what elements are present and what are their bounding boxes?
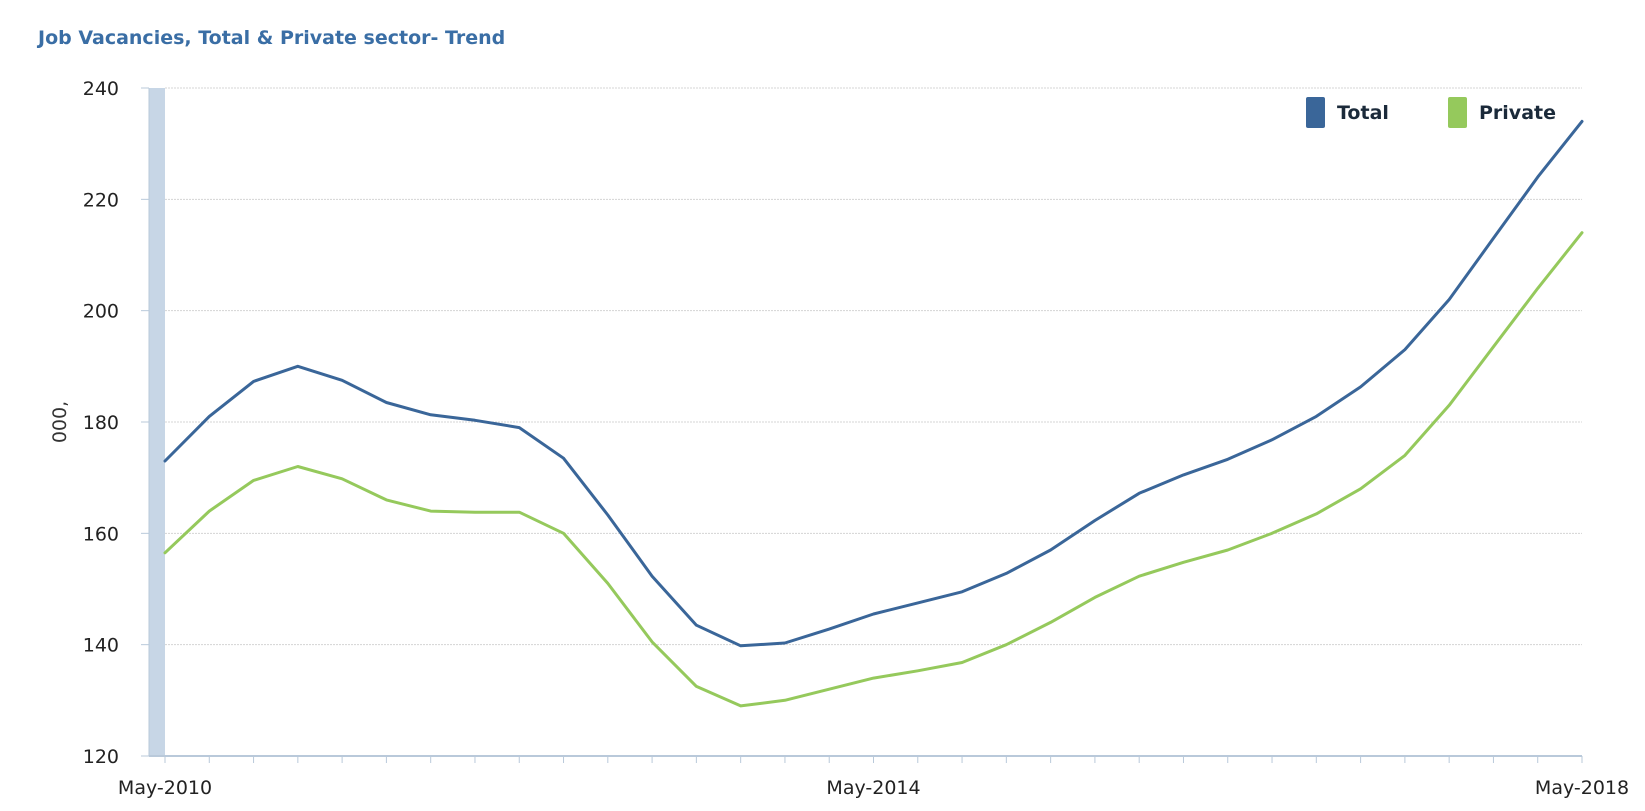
x-tick-label: May-2018: [1535, 777, 1629, 799]
y-axis-band-rect: [149, 88, 165, 756]
legend-swatch-private: [1448, 97, 1467, 128]
y-tick-label: 160: [83, 523, 119, 545]
x-tick-label: May-2014: [826, 777, 920, 799]
legend-swatch-total: [1306, 97, 1325, 128]
y-tick-labels: 120 140 160 180 200 220 240: [83, 78, 149, 768]
series-line-private: [163, 231, 1584, 708]
y-tick-label: 120: [83, 746, 119, 768]
series-line-total: [163, 119, 1584, 648]
legend-label-total: Total: [1337, 102, 1389, 124]
legend-item-total: Total: [1306, 97, 1389, 128]
y-tick-label: 220: [83, 189, 119, 211]
y-tick-label: 180: [83, 412, 119, 434]
x-tick-label: May-2010: [118, 777, 212, 799]
chart-title: Job Vacancies, Total & Private sector- T…: [38, 27, 506, 49]
y-tick-label: 140: [83, 635, 119, 657]
legend: Total Private: [1306, 97, 1556, 128]
y-tick-label: 240: [83, 78, 119, 100]
x-tick-labels: May-2010 May-2014 May-2018: [118, 756, 1629, 799]
y-axis-label: 000,: [49, 401, 71, 443]
gridlines: [165, 87, 1582, 646]
y-axis-band: [149, 88, 165, 756]
y-tick-label: 200: [83, 301, 119, 323]
legend-item-private: Private: [1448, 97, 1556, 128]
legend-label-private: Private: [1479, 102, 1556, 124]
series-lines: [163, 119, 1584, 708]
